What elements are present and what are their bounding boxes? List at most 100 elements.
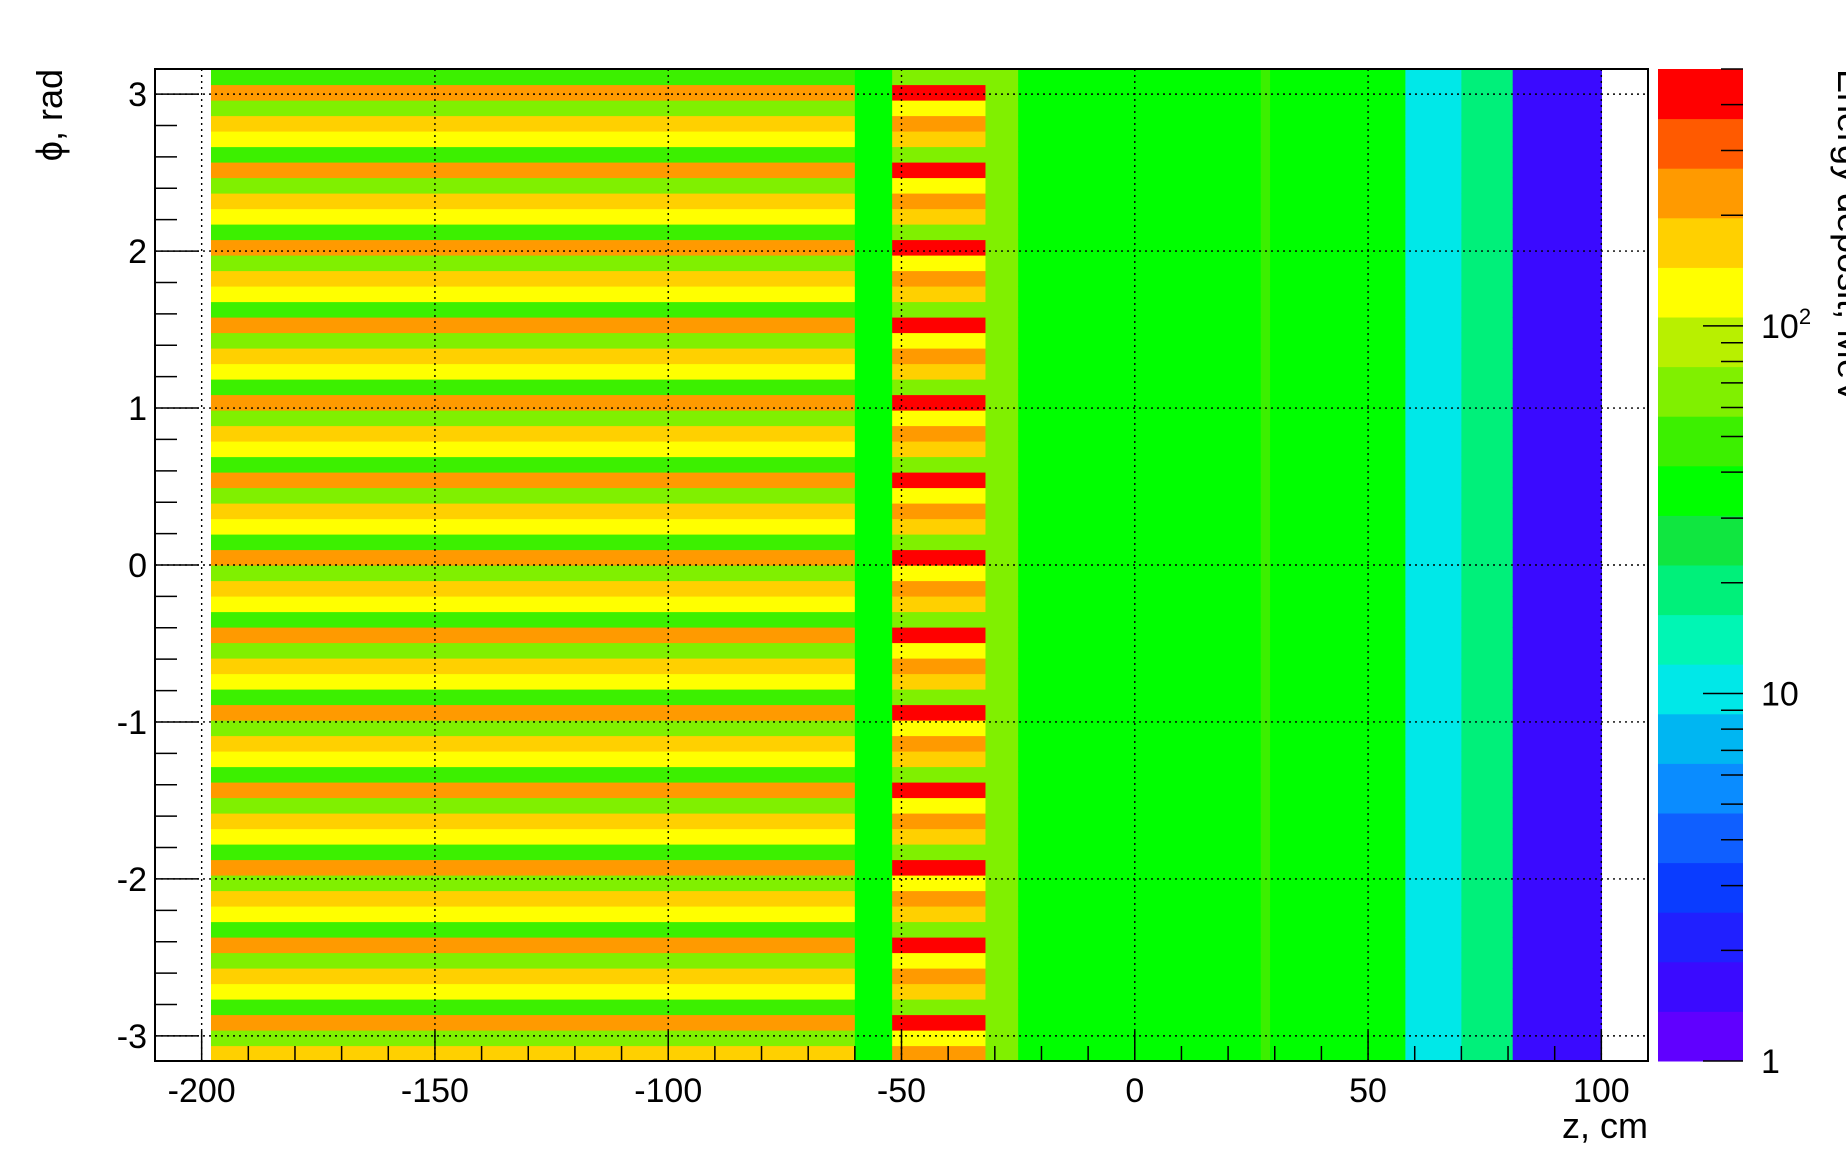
heatmap-cell [1461, 518, 1514, 535]
heatmap-cell [854, 441, 893, 458]
heatmap-cell [1461, 410, 1514, 427]
heatmap-cell [854, 363, 893, 380]
heatmap-cell [1461, 627, 1514, 644]
heatmap-cell [210, 968, 856, 985]
heatmap-cell [892, 580, 987, 597]
heatmap-cell [210, 131, 856, 148]
heatmap-cell [1405, 627, 1462, 644]
heatmap-cell [985, 952, 1019, 969]
heatmap-cell [985, 193, 1019, 210]
heatmap-cell [854, 875, 893, 892]
heatmap-cell [1018, 890, 1262, 907]
heatmap-cell [1260, 208, 1271, 225]
heatmap-cell [1461, 828, 1514, 845]
heatmap-cell [1461, 797, 1514, 814]
palette-band [1658, 465, 1743, 516]
heatmap-cell [1260, 627, 1271, 644]
heatmap-cell [854, 487, 893, 504]
heatmap-cell [1260, 673, 1271, 690]
heatmap-cell [892, 317, 987, 334]
heatmap-cell [1512, 503, 1602, 520]
x-tick-label: -100 [634, 1072, 702, 1110]
heatmap-cell [1461, 100, 1514, 117]
heatmap-cell [985, 332, 1019, 349]
heatmap-cell [1461, 658, 1514, 675]
heatmap-cell [854, 704, 893, 721]
heatmap-cell [1512, 565, 1602, 582]
heatmap-cell [1260, 797, 1271, 814]
heatmap-cell [985, 797, 1019, 814]
heatmap-cell [1018, 704, 1262, 721]
heatmap-cell [985, 208, 1019, 225]
heatmap-cell [1018, 146, 1262, 163]
heatmap-cell [985, 146, 1019, 163]
heatmap-cell [1270, 503, 1406, 520]
heatmap-cell [854, 658, 893, 675]
heatmap-cell [1018, 751, 1262, 768]
heatmap-cell [985, 503, 1019, 520]
heatmap-cell [1270, 239, 1406, 256]
heatmap-cell [854, 534, 893, 551]
heatmap-cell [1405, 162, 1462, 179]
heatmap-cell [1405, 487, 1462, 504]
heatmap-cell [854, 999, 893, 1016]
heatmap-cell [1512, 580, 1602, 597]
heatmap-cell [892, 813, 987, 830]
heatmap-cell [1018, 193, 1262, 210]
heatmap-cell [892, 100, 987, 117]
heatmap-cell [1260, 983, 1271, 1000]
heatmap-cell [1512, 658, 1602, 675]
heatmap-cell [1270, 162, 1406, 179]
heatmap-cell [854, 580, 893, 597]
heatmap-cell [1260, 332, 1271, 349]
heatmap-cell [985, 689, 1019, 706]
heatmap-cell [1260, 782, 1271, 799]
heatmap-cell [1405, 394, 1462, 411]
heatmap-cell [985, 782, 1019, 799]
heatmap-cell [1405, 782, 1462, 799]
heatmap-cell [985, 69, 1019, 86]
heatmap-cell [1260, 611, 1271, 628]
heatmap-cell [854, 673, 893, 690]
heatmap-cell [210, 84, 856, 101]
heatmap-cell [210, 844, 856, 861]
heatmap-cell [1018, 379, 1262, 396]
heatmap-cell [1260, 177, 1271, 194]
heatmap-cell [892, 844, 987, 861]
heatmap-cell [1270, 177, 1406, 194]
heatmap-cell [854, 472, 893, 489]
heatmap-cell [892, 875, 987, 892]
heatmap-cell [1260, 937, 1271, 954]
heatmap-cell [985, 937, 1019, 954]
heatmap-cell [210, 208, 856, 225]
x-tick-label: 100 [1573, 1072, 1630, 1110]
heatmap-cell [1512, 286, 1602, 303]
heatmap-cell [1405, 890, 1462, 907]
heatmap-cell [210, 425, 856, 442]
heatmap-cell [1018, 255, 1262, 272]
heatmap-cell [1405, 115, 1462, 132]
heatmap-cell [1405, 503, 1462, 520]
heatmap-cell [1018, 658, 1262, 675]
heatmap-cell [985, 518, 1019, 535]
heatmap-cell [1270, 906, 1406, 923]
color-scale-label: 1 [1761, 1043, 1780, 1081]
heatmap-cell [1512, 224, 1602, 241]
heatmap-cell [1461, 332, 1514, 349]
heatmap-cell [1270, 751, 1406, 768]
heatmap-cell [985, 472, 1019, 489]
heatmap-cell [1270, 394, 1406, 411]
heatmap-cell [854, 1014, 893, 1031]
heatmap-cell [1461, 379, 1514, 396]
y-tick-label: 0 [128, 547, 147, 585]
heatmap-cell [985, 658, 1019, 675]
heatmap-cell [1260, 503, 1271, 520]
heatmap-cell [1270, 410, 1406, 427]
heatmap-cell [1461, 193, 1514, 210]
heatmap-cell [1405, 999, 1462, 1016]
heatmap-cell [892, 704, 987, 721]
heatmap-cell [1270, 720, 1406, 737]
heatmap-cell [854, 844, 893, 861]
heatmap-cell [1260, 766, 1271, 783]
heatmap-cell [854, 379, 893, 396]
